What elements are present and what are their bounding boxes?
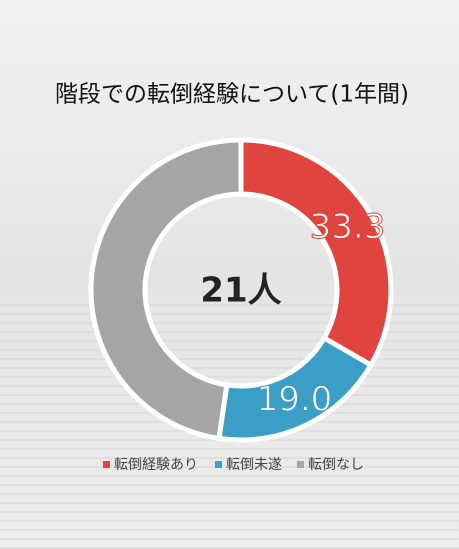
data-label: 19.0 xyxy=(257,379,333,419)
center-label: 21人 xyxy=(200,271,281,311)
legend-swatch xyxy=(103,461,110,468)
chart-title: 階段での転倒経験について(1年間) xyxy=(55,82,409,108)
legend-label: 転倒なし xyxy=(308,457,364,473)
donut-segment xyxy=(88,137,244,442)
legend-swatch xyxy=(215,461,222,468)
data-label: 33.3 xyxy=(310,207,386,247)
legend-swatch xyxy=(297,461,304,468)
legend-label: 転倒経験あり xyxy=(114,457,198,473)
donut-segment xyxy=(238,137,394,369)
legend-label: 転倒未遂 xyxy=(226,457,282,473)
